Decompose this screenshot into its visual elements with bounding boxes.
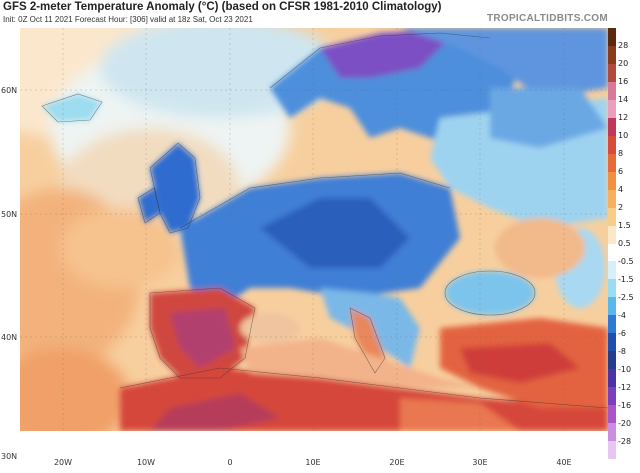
lat-label-60n: 60N <box>1 86 18 95</box>
colorbar-swatch <box>608 387 616 406</box>
lon-label-10e: 10E <box>305 458 321 467</box>
colorbar-label: -20 <box>618 418 632 428</box>
colorbar-label: -12 <box>618 382 632 392</box>
colorbar-label: -16 <box>618 400 632 410</box>
colorbar-swatch <box>608 405 616 424</box>
map-title: GFS 2-meter Temperature Anomaly (°C) (ba… <box>3 1 442 13</box>
colorbar-swatch <box>608 279 616 298</box>
colorbar-swatch <box>608 351 616 370</box>
colorbar-label: 10 <box>618 131 629 141</box>
colorbar-label: -2.5 <box>618 292 634 302</box>
colorbar-swatch <box>608 28 616 47</box>
colorbar-label: -10 <box>618 364 632 374</box>
lon-label-0: 0 <box>227 458 233 467</box>
colorbar-swatch <box>608 81 616 101</box>
land-anomaly-field <box>42 28 608 431</box>
forecast-info: Init: 0Z Oct 11 2021 Forecast Hour: [306… <box>3 15 253 24</box>
colorbar-label: -28 <box>618 436 632 446</box>
colorbar-label: -6 <box>618 328 626 338</box>
lon-label-10w: 10W <box>136 458 156 467</box>
colorbar-swatch <box>608 135 616 155</box>
colorbar-swatch <box>608 441 616 460</box>
lat-label-50n: 50N <box>1 210 18 219</box>
colorbar-label: 1.5 <box>618 221 631 231</box>
graticule <box>20 28 608 431</box>
lon-label-20w: 20W <box>53 458 73 467</box>
colorbar-swatch <box>608 171 616 191</box>
colorbar-label: 2 <box>618 203 624 213</box>
brand-watermark: TROPICALTIDBITS.COM <box>486 13 608 24</box>
lon-label-30e: 30E <box>472 458 488 467</box>
colorbar-swatch <box>608 261 616 280</box>
colorbar-label: 8 <box>618 149 624 159</box>
colorbar-label: 12 <box>618 113 629 123</box>
colorbar-swatch <box>608 297 616 316</box>
map-header: GFS 2-meter Temperature Anomaly (°C) (ba… <box>0 0 640 28</box>
lat-label-30n: 30N <box>1 452 18 461</box>
colorbar-swatch <box>608 333 616 352</box>
colorbar-label: -4 <box>618 310 626 320</box>
colorbar-label: -1.5 <box>618 274 634 284</box>
colorbar-swatch <box>608 315 616 334</box>
colorbar-swatch <box>608 117 616 137</box>
colorbar-label: 20 <box>618 59 629 69</box>
colorbar-swatch <box>608 369 616 388</box>
lon-label-20e: 20E <box>389 458 405 467</box>
lat-label-40n: 40N <box>1 333 18 342</box>
colorbar-swatch <box>608 153 616 173</box>
colorbar-swatch <box>608 45 616 65</box>
colorbar-label: 4 <box>618 185 624 195</box>
colorbar-label: 0.5 <box>618 239 631 248</box>
coastlines <box>41 32 608 409</box>
colorbar-swatch <box>608 99 616 119</box>
colorbar-label: 14 <box>618 95 629 105</box>
anomaly-map[interactable] <box>20 28 608 431</box>
colorbar-label: 28 <box>618 41 629 51</box>
map-canvas <box>20 28 608 431</box>
colorbar-swatch <box>608 423 616 442</box>
lon-label-40e: 40E <box>556 458 572 467</box>
colorbar-label: -0.5 <box>618 256 634 266</box>
colorbar-swatch <box>608 225 616 244</box>
colorbar-swatch <box>608 189 616 209</box>
colorbar-label: 16 <box>618 77 629 87</box>
colorbar-label: 6 <box>618 167 624 177</box>
colorbar-swatch <box>608 207 616 227</box>
colorbar-label: -8 <box>618 346 626 356</box>
colorbar-swatch <box>608 63 616 83</box>
colorbar-swatch <box>608 243 616 262</box>
colorbar-legend: 28 20 16 14 12 10 8 6 4 2 1.5 0.5 -0.5 -1.5 -2.5 -4 -6 -8… <box>608 28 640 460</box>
